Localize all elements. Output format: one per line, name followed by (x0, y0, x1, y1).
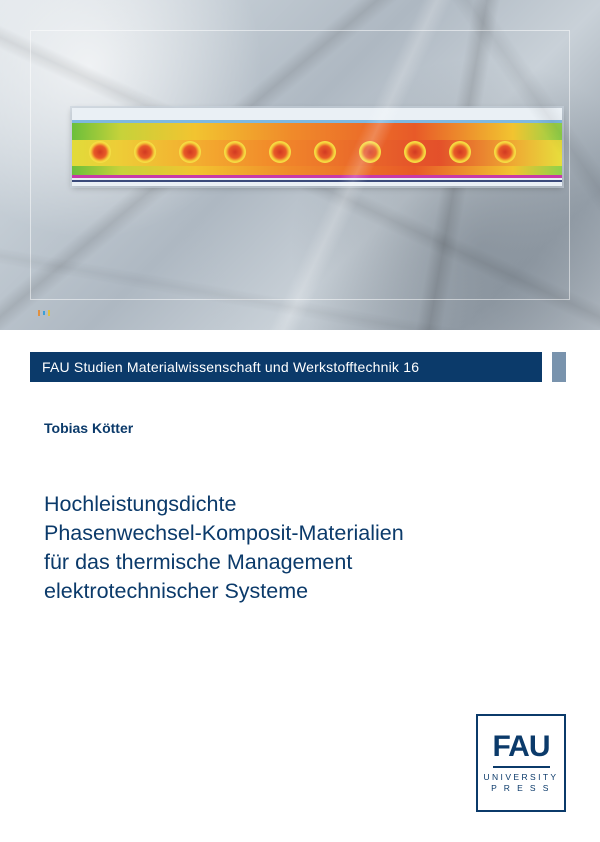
book-title: HochleistungsdichtePhasenwechsel-Komposi… (44, 490, 484, 606)
series-bar-accent-tab (552, 352, 566, 382)
thermal-heatmap-strip (72, 108, 562, 186)
publisher-logo-wordmark: FAU (493, 732, 550, 768)
publisher-logo-subtitle: UNIVERSITY P R E S S (483, 772, 558, 795)
author-name: Tobias Kötter (44, 420, 133, 436)
publisher-logo: FAU UNIVERSITY P R E S S (476, 714, 566, 812)
hero-inner-frame (30, 30, 570, 300)
series-title-bar: FAU Studien Materialwissenschaft und Wer… (30, 352, 542, 382)
series-title-text: FAU Studien Materialwissenschaft und Wer… (42, 359, 419, 375)
sem-scale-marker (38, 310, 58, 316)
cover-hero-image (0, 0, 600, 330)
